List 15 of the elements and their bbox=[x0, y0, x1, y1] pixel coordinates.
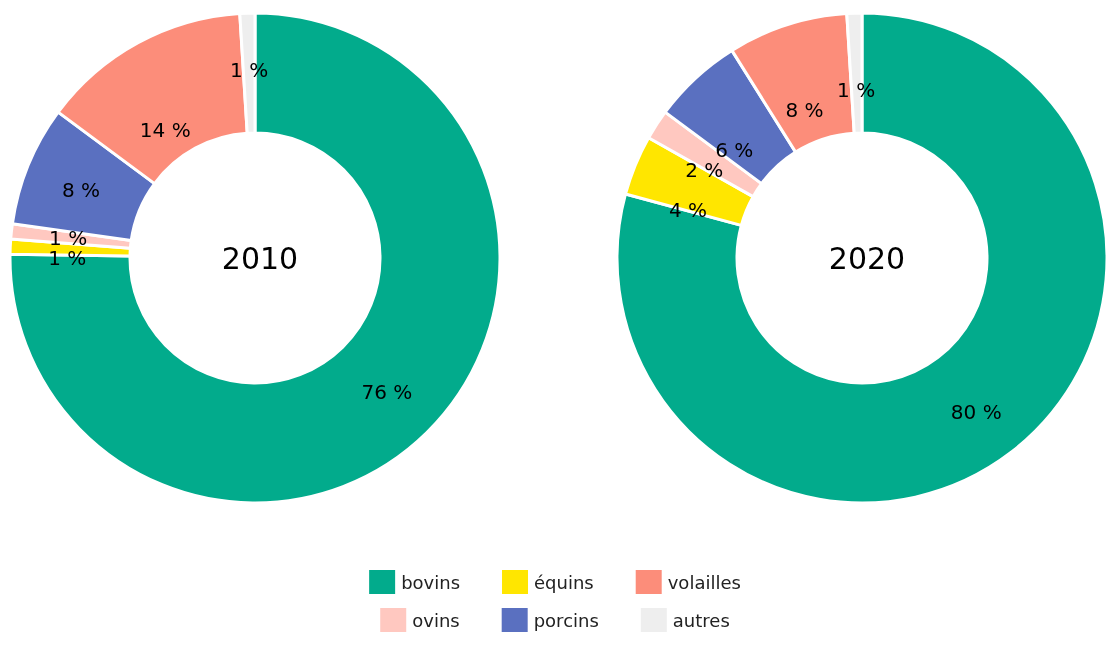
legend-label: autres bbox=[672, 609, 730, 631]
slice-label: 2020 bbox=[828, 240, 906, 276]
legend-label: bovins bbox=[401, 571, 461, 593]
slice-label: 2010 bbox=[221, 240, 299, 276]
legend-label: volailles bbox=[667, 571, 741, 593]
legend-label: ovins bbox=[412, 609, 460, 631]
legend-label: équins bbox=[534, 571, 594, 593]
data-label: 80 % bbox=[950, 399, 1002, 424]
data-label: 76 % bbox=[361, 379, 413, 404]
data-label: 8 % bbox=[61, 178, 101, 203]
data-label: 2 % bbox=[685, 158, 724, 183]
data-label: 8 % bbox=[785, 98, 824, 123]
data-label: 1 % bbox=[49, 225, 88, 250]
data-label: 14 % bbox=[139, 118, 191, 143]
legend-label: porcins bbox=[533, 609, 599, 631]
